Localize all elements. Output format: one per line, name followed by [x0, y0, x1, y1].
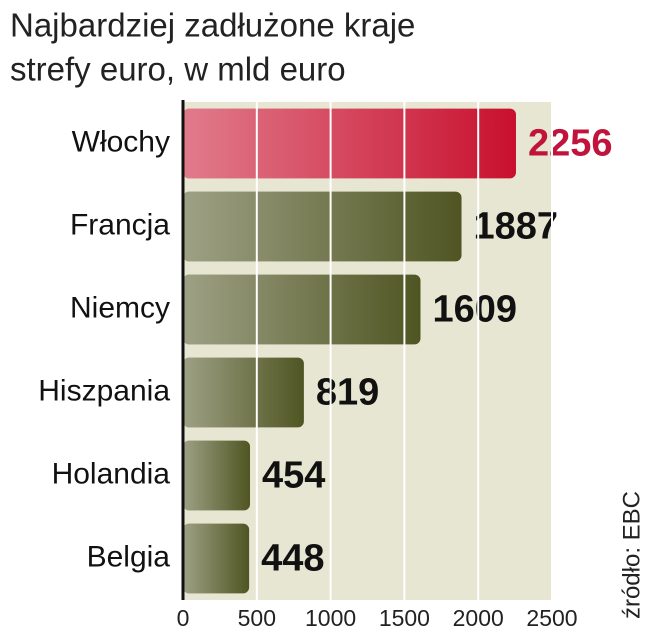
value-label: 1887 [474, 206, 559, 248]
category-label: Włochy [72, 125, 170, 158]
bar-shine [183, 357, 304, 428]
category-label: Belgia [87, 540, 171, 573]
value-label: 1609 [432, 289, 517, 331]
value-label: 454 [262, 455, 325, 497]
category-label: Hiszpania [38, 374, 170, 407]
category-label: Holandia [52, 457, 171, 490]
x-tick-label: 2000 [453, 605, 504, 631]
value-label: 2256 [528, 123, 613, 165]
category-label: Niemcy [70, 291, 170, 324]
bar-shine [183, 108, 516, 179]
x-tick-label: 1000 [305, 605, 356, 631]
x-tick-label: 1500 [379, 605, 430, 631]
chart-title: strefy euro, w mld euro [10, 51, 346, 88]
x-tick-label: 2500 [526, 605, 577, 631]
source: źródło: EBC [618, 491, 645, 619]
x-tick-label: 500 [238, 605, 276, 631]
plot-background [183, 102, 552, 600]
chart-title: Najbardziej zadłużone kraje [10, 7, 415, 44]
bar-shine [183, 523, 250, 594]
value-label: 448 [261, 538, 324, 580]
category-label: Francja [70, 208, 170, 241]
bar-shine [183, 191, 462, 262]
bar-shine [183, 274, 421, 345]
bar-shine [183, 440, 251, 511]
x-tick-label: 0 [177, 605, 190, 631]
value-label: 819 [316, 372, 379, 414]
